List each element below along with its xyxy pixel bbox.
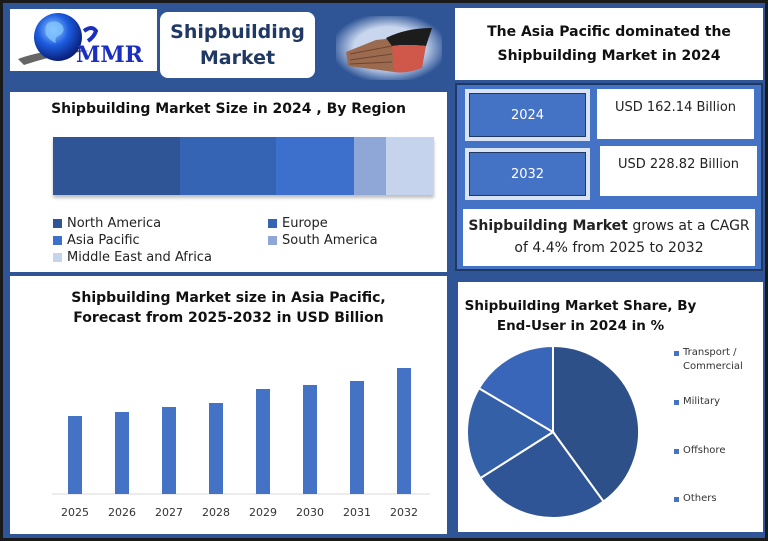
cagr-bold: Shipbuilding Market xyxy=(468,218,628,234)
x-label: 2025 xyxy=(61,506,89,519)
bar-2032 xyxy=(397,368,411,494)
pie-legend-offshore: Offshore xyxy=(674,444,725,458)
legend-swatch xyxy=(268,219,277,228)
year-box-2032: 2032 xyxy=(465,148,590,200)
pie-slice-others xyxy=(477,344,554,434)
segment-asia-pacific xyxy=(276,137,354,195)
headline-line-2: Shipbuilding Market in 2024 xyxy=(497,48,721,64)
mmr-logo: MMR xyxy=(10,9,157,71)
segment-middle-east-africa xyxy=(386,137,434,195)
forecast-chart-panel: Shipbuilding Market size in Asia Pacific… xyxy=(10,276,447,534)
year-label: 2032 xyxy=(469,152,586,196)
forecast-chart-title: Shipbuilding Market size in Asia Pacific… xyxy=(71,290,386,326)
pie-legend-military: Military xyxy=(674,395,720,409)
region-chart-panel: Shipbuilding Market Size in 2024 , By Re… xyxy=(10,92,447,272)
year-label: 2024 xyxy=(469,93,586,137)
segment-europe xyxy=(180,137,276,195)
bars xyxy=(68,368,411,494)
pie-slices xyxy=(466,344,640,519)
x-label: 2027 xyxy=(155,506,183,519)
bar-2031 xyxy=(350,381,364,494)
title-box: Shipbuilding Market xyxy=(160,12,315,78)
legend-swatch xyxy=(674,351,679,356)
end-user-chart-title: Shipbuilding Market Share, By End-User i… xyxy=(464,298,697,334)
bar-2025 xyxy=(68,416,82,494)
pie-slice-military xyxy=(479,430,605,519)
legend-europe: Europe xyxy=(268,216,328,231)
cagr-text-2: of 4.4% from 2025 to 2032 xyxy=(514,240,704,256)
bar-2030 xyxy=(303,385,317,494)
title-line-1: Shipbuilding xyxy=(170,21,305,43)
legend-swatch xyxy=(53,253,62,262)
value-box-2032: USD 228.82 Billion xyxy=(600,146,757,196)
legend-swatch xyxy=(53,219,62,228)
value-box-2024: USD 162.14 Billion xyxy=(597,89,754,139)
bar-2029 xyxy=(256,389,270,494)
pie-legend-transport: Transport / Commercial xyxy=(674,346,755,374)
bar-2026 xyxy=(115,412,129,494)
legend-swatch xyxy=(53,236,62,245)
legend-middle-east-africa: Middle East and Africa xyxy=(53,250,212,265)
x-label: 2030 xyxy=(296,506,324,519)
headline-line-1: The Asia Pacific dominated the xyxy=(487,24,731,40)
legend-swatch xyxy=(674,400,679,405)
kpi-panel: 2024 USD 162.14 Billion 2032 USD 228.82 … xyxy=(455,83,763,271)
pie-legend-others: Others xyxy=(674,492,717,506)
x-label: 2026 xyxy=(108,506,136,519)
bar-2028 xyxy=(209,403,223,494)
segment-south-america xyxy=(354,137,386,195)
legend-swatch xyxy=(674,449,679,454)
x-label: 2029 xyxy=(249,506,277,519)
x-label: 2028 xyxy=(202,506,230,519)
globe-icon: MMR xyxy=(18,13,144,68)
year-box-2024: 2024 xyxy=(465,89,590,141)
legend-asia-pacific: Asia Pacific xyxy=(53,233,140,248)
region-chart-title: Shipbuilding Market Size in 2024 , By Re… xyxy=(51,101,406,117)
ship-image xyxy=(336,16,442,80)
segment-north-america xyxy=(53,137,180,195)
title-line-2: Market xyxy=(199,47,276,69)
pie-slice-offshore xyxy=(466,386,555,480)
legend-swatch xyxy=(674,497,679,502)
headline-box: The Asia Pacific dominated the Shipbuild… xyxy=(455,8,763,80)
legend-south-america: South America xyxy=(268,233,378,248)
legend-north-america: North America xyxy=(53,216,161,231)
region-stacked-bar xyxy=(53,137,434,195)
x-label: 2031 xyxy=(343,506,371,519)
cagr-text-1: grows at a CAGR xyxy=(627,218,750,234)
bar-2027 xyxy=(162,407,176,494)
legend-swatch xyxy=(268,236,277,245)
pie-slice-transport-commercial xyxy=(552,344,640,503)
svg-text:MMR: MMR xyxy=(76,42,144,68)
cagr-box: Shipbuilding Market grows at a CAGR of 4… xyxy=(463,209,755,266)
x-label: 2032 xyxy=(390,506,418,519)
